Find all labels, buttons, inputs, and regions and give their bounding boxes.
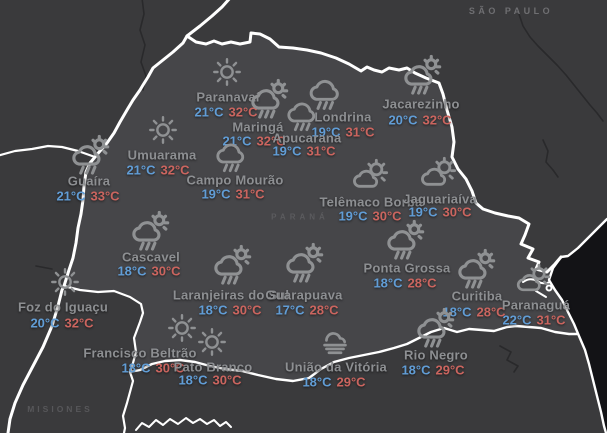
ocean	[549, 219, 607, 433]
river-lines	[35, 0, 604, 373]
